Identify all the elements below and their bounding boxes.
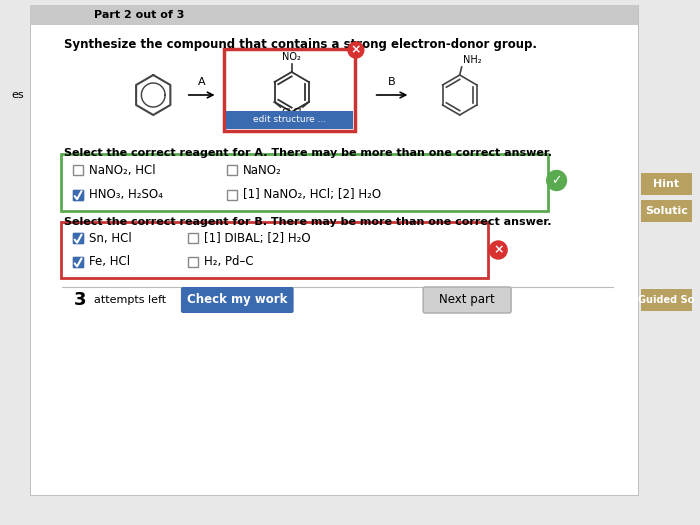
Text: Solutic: Solutic: [645, 206, 688, 216]
Text: HNO₃, H₂SO₄: HNO₃, H₂SO₄: [89, 188, 163, 201]
Text: Guided So: Guided So: [638, 295, 694, 305]
FancyBboxPatch shape: [62, 222, 489, 278]
FancyBboxPatch shape: [74, 190, 83, 200]
FancyBboxPatch shape: [74, 190, 83, 200]
FancyBboxPatch shape: [228, 190, 237, 200]
Text: ×: ×: [493, 244, 503, 257]
FancyBboxPatch shape: [640, 173, 692, 195]
FancyBboxPatch shape: [74, 257, 83, 267]
Text: H₂, Pd–C: H₂, Pd–C: [204, 255, 253, 268]
FancyBboxPatch shape: [74, 257, 83, 267]
FancyBboxPatch shape: [181, 287, 293, 313]
Text: ×: ×: [351, 44, 361, 57]
FancyBboxPatch shape: [225, 49, 355, 131]
FancyBboxPatch shape: [640, 200, 692, 222]
Text: es: es: [12, 90, 24, 100]
FancyBboxPatch shape: [62, 154, 547, 211]
Circle shape: [489, 241, 508, 259]
FancyBboxPatch shape: [228, 165, 237, 175]
Circle shape: [547, 171, 566, 191]
FancyBboxPatch shape: [74, 233, 83, 243]
Circle shape: [348, 42, 364, 58]
Text: B: B: [388, 77, 395, 87]
Text: Synthesize the compound that contains a strong electron-donor group.: Synthesize the compound that contains a …: [64, 38, 538, 51]
Text: Cl: Cl: [293, 108, 302, 118]
Text: attempts left: attempts left: [94, 295, 166, 305]
Text: [1] DIBAL; [2] H₂O: [1] DIBAL; [2] H₂O: [204, 232, 310, 245]
Text: NaNO₂: NaNO₂: [243, 164, 282, 177]
Text: ✓: ✓: [552, 174, 562, 187]
Text: NaNO₂, HCl: NaNO₂, HCl: [89, 164, 155, 177]
FancyBboxPatch shape: [226, 111, 353, 129]
FancyBboxPatch shape: [188, 257, 197, 267]
FancyBboxPatch shape: [29, 5, 638, 25]
Text: Cl: Cl: [281, 108, 291, 118]
Text: edit structure ...: edit structure ...: [253, 116, 326, 124]
Text: A: A: [198, 77, 206, 87]
Text: Sn, HCl: Sn, HCl: [89, 232, 132, 245]
Text: Part 2 out of 3: Part 2 out of 3: [94, 10, 184, 20]
Text: 3: 3: [74, 291, 87, 309]
FancyBboxPatch shape: [74, 233, 83, 243]
FancyBboxPatch shape: [640, 289, 692, 311]
FancyBboxPatch shape: [423, 287, 511, 313]
Text: Select the correct reagent for B. There may be more than one correct answer.: Select the correct reagent for B. There …: [64, 217, 552, 227]
Text: Hint: Hint: [653, 179, 680, 189]
FancyBboxPatch shape: [74, 165, 83, 175]
Text: NO₂: NO₂: [282, 52, 301, 62]
Text: [1] NaNO₂, HCl; [2] H₂O: [1] NaNO₂, HCl; [2] H₂O: [243, 188, 382, 201]
Text: Next part: Next part: [439, 293, 495, 307]
Text: NH₂: NH₂: [463, 55, 482, 65]
FancyBboxPatch shape: [188, 233, 197, 243]
Text: Select the correct reagent for A. There may be more than one correct answer.: Select the correct reagent for A. There …: [64, 148, 552, 158]
Text: Fe, HCl: Fe, HCl: [89, 255, 130, 268]
Text: Check my work: Check my work: [187, 293, 288, 307]
FancyBboxPatch shape: [29, 5, 638, 495]
